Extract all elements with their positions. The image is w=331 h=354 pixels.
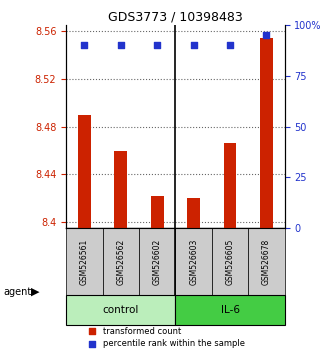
Point	[227, 42, 233, 48]
Point	[191, 42, 196, 48]
Text: ▶: ▶	[31, 287, 40, 297]
Bar	[66, 295, 175, 325]
Bar	[66, 228, 103, 295]
Bar	[175, 295, 285, 325]
Text: GSM526561: GSM526561	[80, 239, 89, 285]
Text: GSM526678: GSM526678	[262, 239, 271, 285]
Text: GSM526603: GSM526603	[189, 239, 198, 285]
Bar	[224, 143, 236, 228]
Text: transformed count: transformed count	[103, 326, 182, 336]
Point	[90, 341, 95, 347]
Bar	[260, 38, 273, 228]
Title: GDS3773 / 10398483: GDS3773 / 10398483	[108, 11, 243, 24]
Text: percentile rank within the sample: percentile rank within the sample	[103, 339, 245, 348]
Bar	[115, 150, 127, 228]
Bar	[187, 198, 200, 228]
Bar	[212, 228, 248, 295]
Bar	[175, 228, 212, 295]
Bar	[103, 228, 139, 295]
Bar	[151, 196, 164, 228]
Point	[82, 42, 87, 48]
Text: IL-6: IL-6	[220, 305, 240, 315]
Bar	[248, 228, 285, 295]
Text: GSM526602: GSM526602	[153, 239, 162, 285]
Bar	[139, 228, 175, 295]
Point	[118, 42, 123, 48]
Point	[155, 42, 160, 48]
Bar	[78, 115, 91, 228]
Text: GSM526605: GSM526605	[225, 239, 235, 285]
Point	[264, 32, 269, 38]
Text: GSM526562: GSM526562	[116, 239, 125, 285]
Text: agent: agent	[3, 287, 31, 297]
Text: control: control	[103, 305, 139, 315]
Point	[90, 328, 95, 334]
